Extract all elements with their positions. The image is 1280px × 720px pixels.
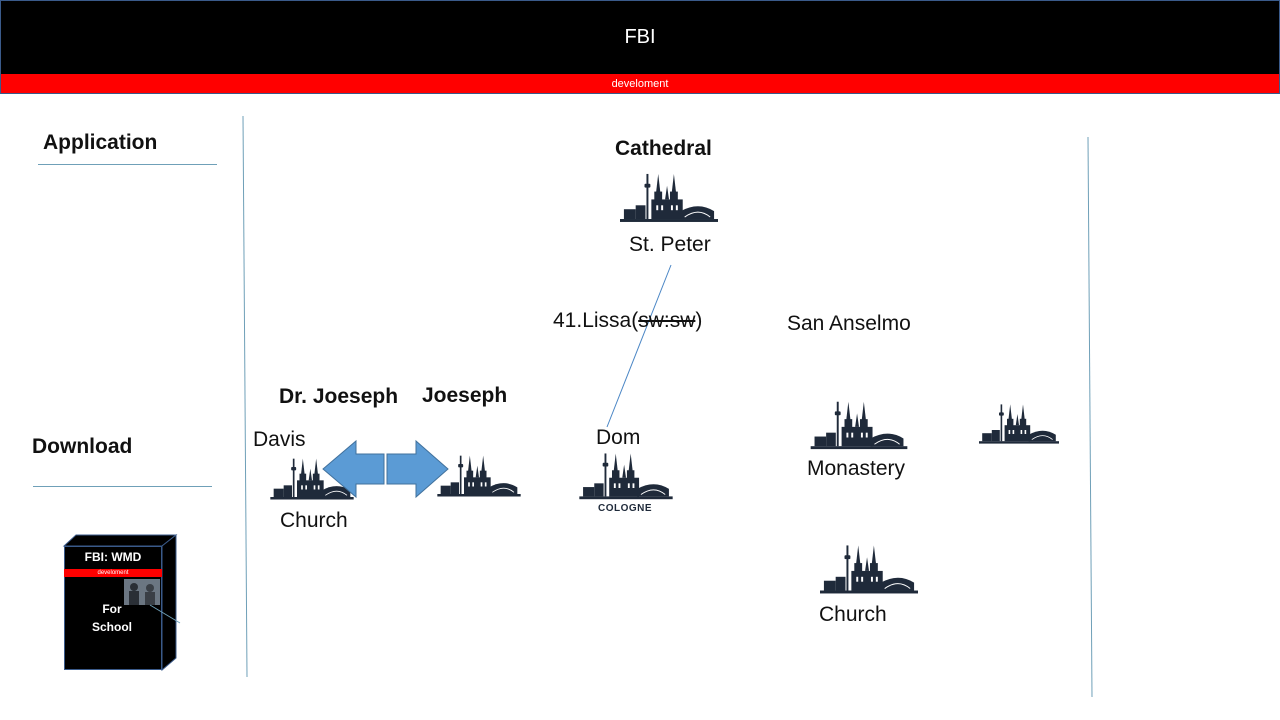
header-title: FBI <box>624 26 656 48</box>
label-lissa-suffix: ) <box>695 309 703 332</box>
product-box-bar-label: develoment <box>97 570 129 576</box>
left-divider-line <box>242 115 248 678</box>
label-dr-joeseph: Dr. Joeseph <box>279 385 399 408</box>
label-dom: Dom <box>596 426 641 449</box>
cathedral-icon-monastery <box>810 394 908 452</box>
header-bar: FBI <box>0 0 1280 74</box>
download-underline <box>33 486 212 487</box>
cathedral-icon-right <box>970 398 1068 446</box>
application-underline <box>38 164 217 165</box>
label-davis: Davis <box>253 428 306 451</box>
nav-application[interactable]: Application <box>43 131 158 154</box>
cathedral-icon-joeseph <box>430 449 528 499</box>
product-box-front <box>64 546 162 670</box>
product-box-line1: For <box>102 602 122 616</box>
label-lissa: 41.Lissa(sw:sw) <box>553 309 702 333</box>
right-divider-line <box>1087 136 1093 698</box>
header-subtitle: develoment <box>611 77 669 90</box>
label-joeseph: Joeseph <box>422 384 508 407</box>
arrow-right-icon <box>386 439 449 499</box>
cathedral-icon-top <box>620 166 718 225</box>
st-peter-to-dom-line <box>606 264 672 428</box>
label-cologne: COLOGNE <box>598 503 653 514</box>
label-monastery: Monastery <box>807 457 906 480</box>
label-st-peter: St. Peter <box>629 233 711 256</box>
cathedral-icon-church-bottom <box>820 537 918 597</box>
arrow-left-icon <box>322 439 385 499</box>
label-church-left: Church <box>280 509 348 532</box>
product-box-pointer-line <box>149 604 181 624</box>
product-box-title: FBI: WMD <box>84 550 142 564</box>
nav-download[interactable]: Download <box>32 435 133 458</box>
product-box-line2: School <box>91 620 132 634</box>
header-subbar: develoment <box>0 74 1280 94</box>
product-box-photo <box>124 579 160 605</box>
label-lissa-struck: sw:sw <box>638 309 696 332</box>
cathedral-icon-dom <box>577 446 675 502</box>
product-box-bar <box>64 569 162 577</box>
label-lissa-prefix: 41.Lissa( <box>553 309 639 332</box>
label-san-anselmo: San Anselmo <box>787 312 911 335</box>
label-church-bottom: Church <box>819 603 887 626</box>
label-cathedral: Cathedral <box>615 137 712 160</box>
